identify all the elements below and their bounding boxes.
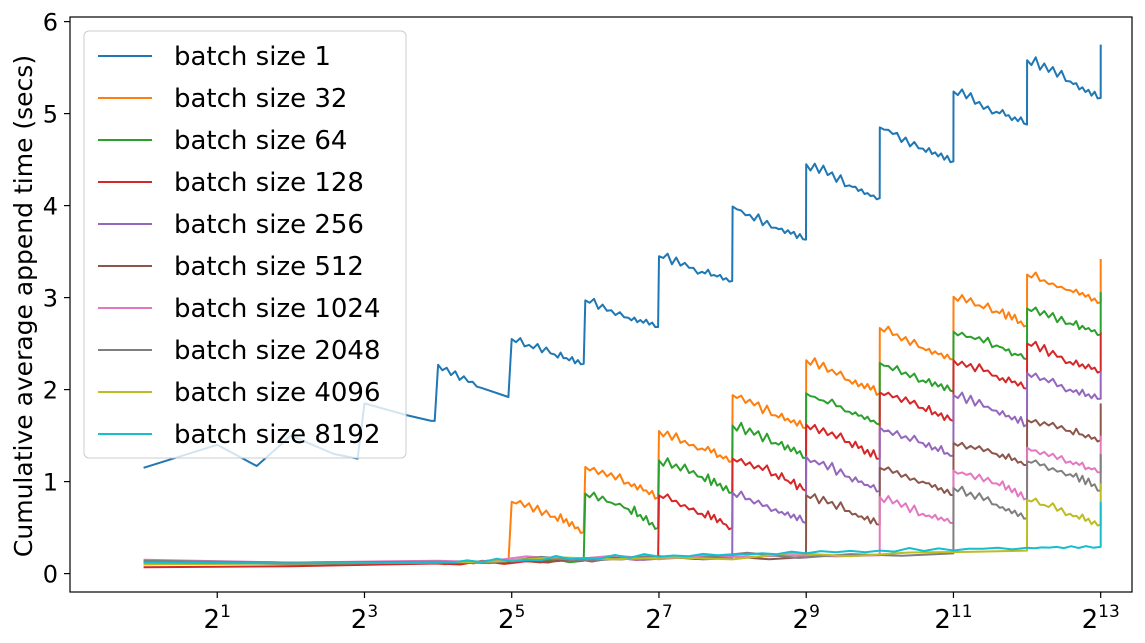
legend-label-batch-32: batch size 32 bbox=[174, 84, 347, 114]
y-tick-label: 6 bbox=[43, 9, 58, 37]
x-tick-label: 211 bbox=[934, 602, 972, 635]
x-tick-label: 27 bbox=[645, 602, 672, 635]
legend: batch size 1 batch size 32 batch size 64 ba… bbox=[83, 30, 407, 459]
y-tick-label: 0 bbox=[43, 561, 58, 589]
series-line-batch-1 bbox=[143, 44, 1102, 469]
y-tick-label: 5 bbox=[43, 101, 58, 129]
legend-label-batch-8192: batch size 8192 bbox=[174, 420, 381, 450]
x-tick-label: 23 bbox=[351, 602, 378, 635]
legend-label-batch-256: batch size 256 bbox=[174, 210, 364, 240]
series-line-batch-512 bbox=[143, 403, 1102, 564]
y-axis: 0 1 2 3 4 5 6 bbox=[43, 9, 70, 589]
x-axis: 21 23 25 27 29 211 213 bbox=[204, 592, 1120, 635]
legend-label-batch-128: batch size 128 bbox=[174, 168, 364, 198]
x-tick-label: 21 bbox=[204, 602, 231, 635]
series-line-batch-1024 bbox=[143, 435, 1102, 564]
y-tick-label: 4 bbox=[43, 193, 58, 221]
series-line-batch-64 bbox=[143, 292, 1102, 565]
legend-label-batch-512: batch size 512 bbox=[174, 252, 364, 282]
series-line-batch-4096 bbox=[143, 483, 1102, 566]
legend-label-batch-4096: batch size 4096 bbox=[174, 378, 381, 408]
legend-label-batch-1024: batch size 1024 bbox=[174, 294, 381, 324]
x-tick-label: 29 bbox=[793, 602, 820, 635]
legend-label-batch-2048: batch size 2048 bbox=[174, 336, 381, 366]
series-layer bbox=[143, 44, 1102, 569]
series-line-batch-2048 bbox=[143, 454, 1102, 565]
x-tick-label: 25 bbox=[498, 602, 525, 635]
legend-label-batch-1: batch size 1 bbox=[174, 42, 331, 72]
series-line-batch-128 bbox=[143, 332, 1102, 569]
y-tick-label: 2 bbox=[43, 377, 58, 405]
y-tick-label: 3 bbox=[43, 285, 58, 313]
y-tick-label: 1 bbox=[43, 469, 58, 497]
y-axis-title: Cumulative average append time (secs) bbox=[9, 55, 38, 557]
series-line-batch-8192 bbox=[143, 501, 1102, 565]
legend-label-batch-64: batch size 64 bbox=[174, 126, 347, 156]
x-tick-label: 213 bbox=[1082, 602, 1120, 635]
series-line-batch-256 bbox=[143, 371, 1102, 564]
legend-frame bbox=[83, 30, 407, 459]
series-line-batch-32 bbox=[143, 259, 1102, 566]
